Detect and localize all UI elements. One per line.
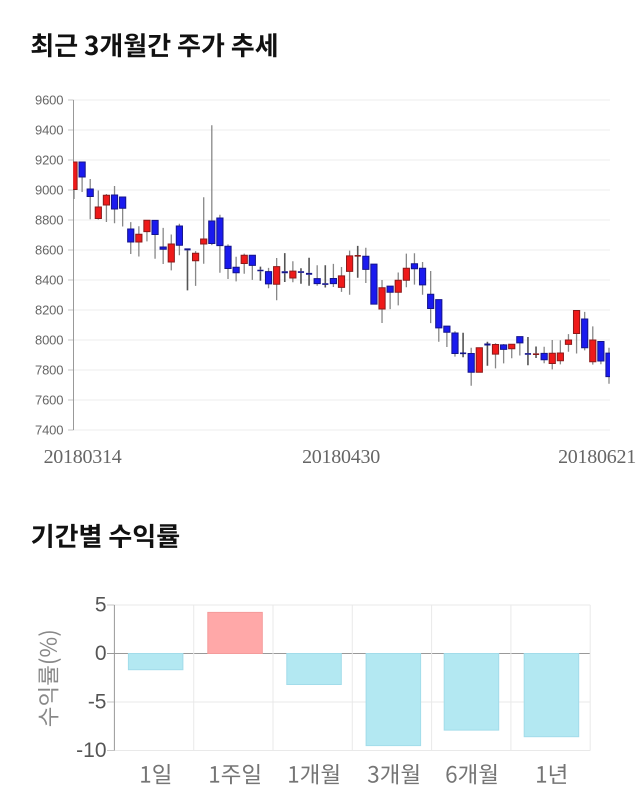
svg-text:8600: 8600	[35, 243, 64, 258]
svg-text:9600: 9600	[35, 93, 64, 108]
svg-text:9400: 9400	[35, 123, 64, 138]
svg-text:-10: -10	[76, 739, 106, 762]
svg-text:8200: 8200	[35, 303, 64, 318]
svg-text:7600: 7600	[35, 393, 64, 408]
svg-text:8000: 8000	[35, 333, 64, 348]
svg-text:8800: 8800	[35, 213, 64, 228]
svg-text:8400: 8400	[35, 273, 64, 288]
svg-text:9200: 9200	[35, 153, 64, 168]
svg-text:20180314: 20180314	[44, 446, 122, 468]
svg-text:9000: 9000	[35, 183, 64, 198]
svg-text:-5: -5	[88, 691, 107, 714]
svg-text:7400: 7400	[35, 423, 64, 438]
svg-text:0: 0	[95, 642, 107, 665]
svg-text:7800: 7800	[35, 363, 64, 378]
svg-text:20180430: 20180430	[302, 446, 380, 468]
svg-text:5: 5	[95, 594, 107, 617]
svg-text:20180621: 20180621	[558, 446, 636, 468]
